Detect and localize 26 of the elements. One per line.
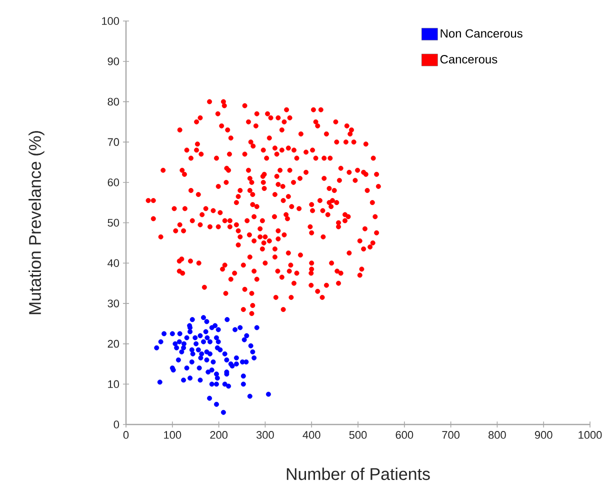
- y-tick-label: 90: [108, 57, 120, 66]
- y-tick-label: 100: [102, 17, 120, 25]
- y-tick-label: 0: [114, 420, 120, 428]
- y-tick-label: 50: [108, 218, 120, 227]
- x-tick-label: 800: [488, 431, 506, 439]
- x-tick-label: 1000: [578, 431, 602, 439]
- x-tick-label: 200: [210, 431, 228, 439]
- x-tick-label: 700: [442, 431, 460, 439]
- y-tick-label: 30: [108, 300, 120, 308]
- y-tick-label: 60: [108, 178, 120, 186]
- x-tick-label: 300: [256, 431, 274, 439]
- x-tick-label: 100: [164, 431, 182, 439]
- x-tick-label: 900: [534, 431, 552, 439]
- x-tick-label: 500: [349, 431, 367, 439]
- x-axis-title: Number of Patients: [286, 468, 430, 480]
- y-tick-label: 20: [108, 340, 120, 348]
- y-tick-label: 10: [108, 380, 120, 388]
- legend-label: Cancerous: [440, 55, 498, 64]
- legend-label: Non Cancerous: [440, 29, 522, 38]
- y-tick-label: 40: [108, 259, 120, 267]
- x-tick-label: 600: [396, 431, 414, 439]
- x-tick-label: 0: [123, 431, 129, 439]
- y-axis-title: Mutation Prevelance (%): [28, 131, 44, 314]
- y-tick-label: 70: [108, 138, 120, 146]
- x-tick-label: 400: [302, 431, 320, 439]
- y-tick-label: 80: [108, 98, 120, 106]
